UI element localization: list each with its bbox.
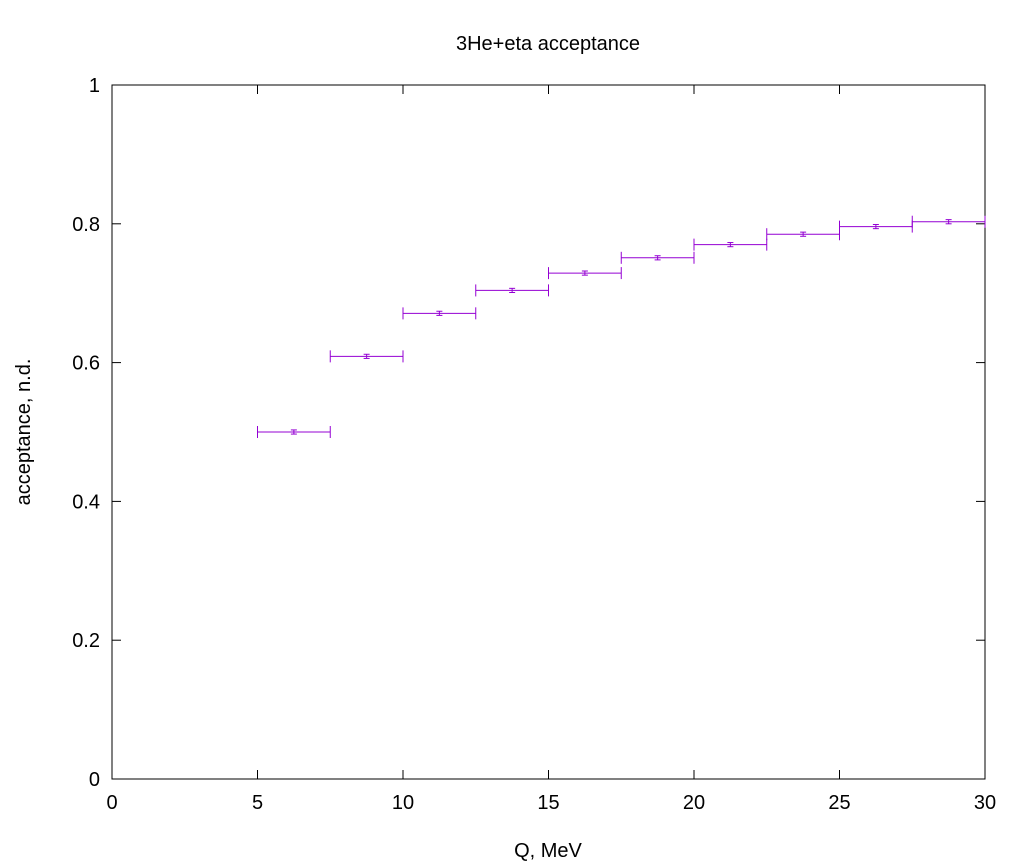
x-tick-label: 20 (683, 792, 705, 814)
data-point (329, 350, 404, 363)
x-tick-label: 30 (974, 792, 996, 814)
data-point (620, 251, 695, 264)
data-point (548, 267, 622, 280)
y-tick-label: 0.2 (72, 630, 100, 652)
data-series (257, 215, 986, 438)
y-tick-label: 1 (89, 75, 100, 97)
data-point (839, 220, 913, 233)
x-tick-label: 5 (252, 792, 263, 814)
x-axis: 0 5 10 15 20 25 30 (106, 85, 996, 814)
data-point (257, 426, 331, 438)
y-tick-label: 0.6 (72, 353, 100, 375)
y-tick-label: 0.4 (72, 491, 100, 513)
chart-title: 3He+eta acceptance (456, 33, 640, 55)
x-tick-label: 15 (537, 792, 559, 814)
y-tick-label: 0 (89, 769, 100, 791)
y-tick-label: 0.8 (72, 214, 100, 236)
x-tick-label: 25 (828, 792, 850, 814)
plot-frame (111, 84, 986, 780)
data-point (475, 284, 549, 297)
x-tick-label: 0 (106, 792, 117, 814)
x-tick-label: 10 (392, 792, 414, 814)
x-axis-label: Q, MeV (514, 840, 582, 862)
data-point (911, 215, 986, 228)
data-point (402, 307, 477, 320)
y-axis-label: acceptance, n.d. (13, 359, 35, 506)
data-point (693, 238, 768, 251)
data-point (766, 228, 840, 241)
y-axis: 0 0.2 0.4 0.6 0.8 1 (72, 75, 985, 791)
